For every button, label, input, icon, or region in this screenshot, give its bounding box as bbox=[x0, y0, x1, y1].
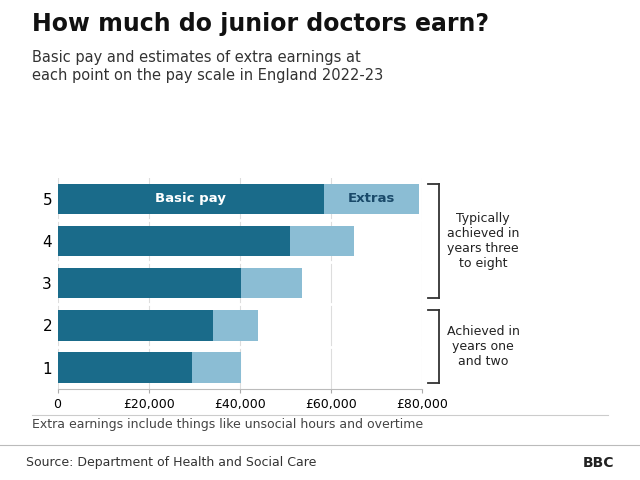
Text: Basic pay: Basic pay bbox=[156, 192, 226, 205]
Text: Typically
achieved in
years three
to eight: Typically achieved in years three to eig… bbox=[447, 212, 519, 270]
Bar bbox=[58, 226, 290, 256]
Text: Basic pay and estimates of extra earnings at
each point on the pay scale in Engl: Basic pay and estimates of extra earning… bbox=[32, 50, 383, 83]
Bar bbox=[212, 310, 258, 341]
Bar bbox=[324, 183, 419, 214]
Text: BBC: BBC bbox=[583, 456, 614, 470]
Text: How much do junior doctors earn?: How much do junior doctors earn? bbox=[32, 12, 489, 36]
Text: Extra earnings include things like unsocial hours and overtime: Extra earnings include things like unsoc… bbox=[32, 418, 423, 431]
Bar bbox=[58, 268, 241, 299]
Text: Source: Department of Health and Social Care: Source: Department of Health and Social … bbox=[26, 456, 316, 469]
Bar bbox=[290, 226, 354, 256]
Text: Achieved in
years one
and two: Achieved in years one and two bbox=[447, 325, 520, 368]
Bar bbox=[191, 352, 241, 383]
Text: Extras: Extras bbox=[348, 192, 395, 205]
Bar bbox=[58, 183, 324, 214]
Bar bbox=[58, 310, 212, 341]
Bar bbox=[58, 352, 191, 383]
Bar bbox=[241, 268, 302, 299]
